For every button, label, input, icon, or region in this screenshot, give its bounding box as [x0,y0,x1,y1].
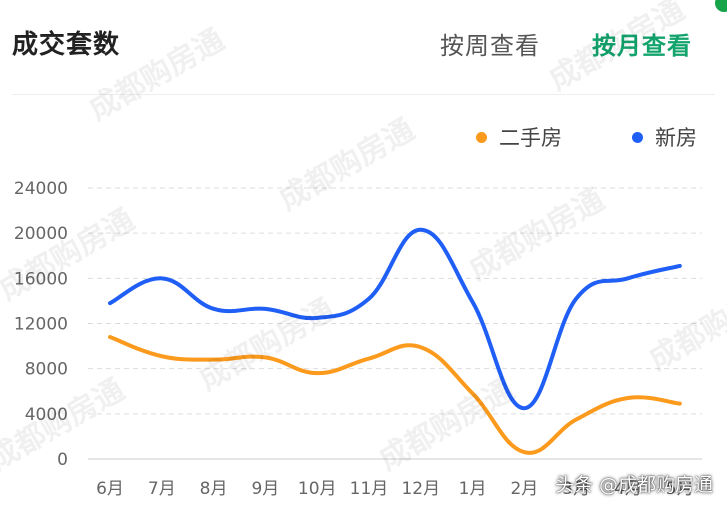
y-tick-label: 16000 [14,269,68,289]
x-tick-label: 2月 [510,479,538,499]
tab-by-week[interactable]: 按周查看 [440,32,540,60]
y-tick-label: 24000 [14,179,68,199]
header-divider [12,94,715,95]
x-tick-label: 10月 [298,479,337,499]
y-tick-label: 4000 [25,405,68,425]
x-tick-label: 9月 [251,479,279,499]
y-tick-label: 12000 [14,315,68,335]
x-tick-label: 6月 [96,479,124,499]
series-line-second-hand [108,335,682,455]
legend-label-new-house: 新房 [655,126,697,150]
x-tick-label: 3月 [562,479,590,499]
y-tick-label: 20000 [14,224,68,244]
source-credit: 头条 @成都购房通 [554,474,713,496]
x-tick-label: 8月 [200,479,228,499]
x-tick-label: 5月 [666,479,694,499]
y-tick-label: 8000 [25,360,68,380]
chart-legend: 二手房 新房 [0,122,727,152]
x-tick-label: 11月 [350,479,389,499]
series-line-new-house [108,227,682,411]
page-title: 成交套数 [12,30,121,60]
legend-item-new-house[interactable]: 新房 [632,122,697,152]
legend-label-second-hand: 二手房 [499,126,562,150]
tab-by-month[interactable]: 按月查看 [592,32,692,60]
x-tick-label: 1月 [459,479,487,499]
header: 成交套数 按周查看 按月查看 [0,0,727,92]
x-tick-label: 7月 [148,479,176,499]
x-tick-label: 12月 [401,479,440,499]
y-tick-label: 0 [57,450,68,470]
legend-dot-second-hand [476,131,487,143]
x-tick-label: 4月 [614,479,642,499]
corner-accent [715,0,727,12]
legend-dot-new-house [632,131,643,143]
legend-item-second-hand[interactable]: 二手房 [476,122,562,152]
